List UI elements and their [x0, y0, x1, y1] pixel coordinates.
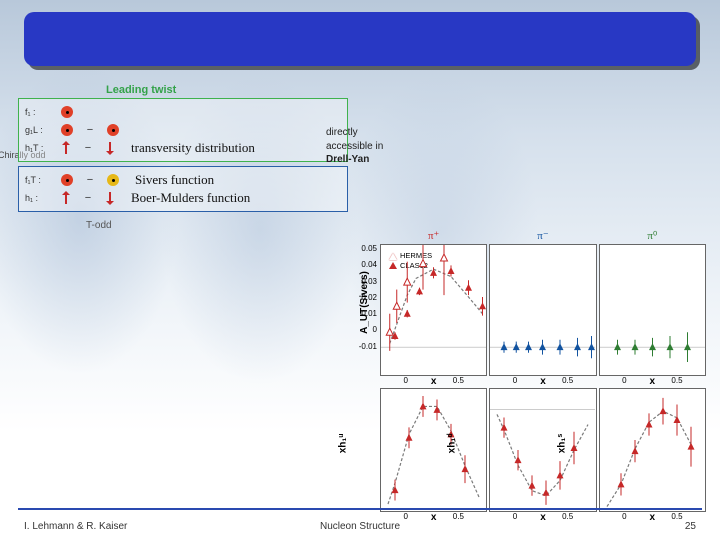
- title-bar: [24, 12, 696, 66]
- row-h1t: h₁T :−transversity distribution: [25, 139, 341, 157]
- plot-piplus: [381, 245, 486, 375]
- plot-xh1d: [490, 389, 595, 511]
- top-box: f₁ : g₁L :− h₁T :−transversity distribut…: [18, 98, 348, 162]
- panel-xh1s: xh₁ˢ 00.5 x: [599, 388, 706, 512]
- bottom-box: f₁T :−Sivers function h₁ :−Boer-Mulders …: [18, 166, 348, 212]
- sivers-panels: π⁺ 0.050.040.030.020.010-0.01 A_UT(Siver…: [380, 244, 706, 376]
- tmd-diagram: f₁ : g₁L :− h₁T :−transversity distribut…: [18, 98, 348, 216]
- leading-twist-label: Leading twist: [106, 84, 176, 96]
- row-boermulders: h₁ :−Boer-Mulders function: [25, 189, 341, 207]
- t-odd-label: T-odd: [86, 220, 112, 231]
- sivers-panel-piminus: π⁻ 00.5 x: [489, 244, 596, 376]
- plot-xh1s: [600, 389, 705, 511]
- panel-xh1u: xh₁ᵘ 00.5 x: [380, 388, 487, 512]
- plot-xh1u: [381, 389, 486, 511]
- drell-yan-callout: directlyaccessible inDrell-Yan: [326, 126, 383, 167]
- panel-xh1d: xh₁ᵈ 00.5 x: [489, 388, 596, 512]
- row-g1l: g₁L :−: [25, 121, 341, 139]
- sivers-ylabel: A_UT(Sivers): [359, 271, 370, 334]
- sivers-panel-pizero: π⁰ 00.5 x: [599, 244, 706, 376]
- row-sivers: f₁T :−Sivers function: [25, 171, 341, 189]
- transversity-panels: xh₁ᵘ 00.5 x xh₁ᵈ 00.5 x xh₁ˢ 00.5 x: [380, 388, 706, 512]
- footer-divider: [18, 508, 702, 510]
- center-footer: Nucleon Structure: [0, 521, 720, 532]
- plot-pizero: [600, 245, 705, 375]
- sivers-panel-piplus: π⁺ 0.050.040.030.020.010-0.01 A_UT(Siver…: [380, 244, 487, 376]
- page-number: 25: [685, 521, 696, 532]
- plot-piminus: [490, 245, 595, 375]
- row-f1: f₁ :: [25, 103, 341, 121]
